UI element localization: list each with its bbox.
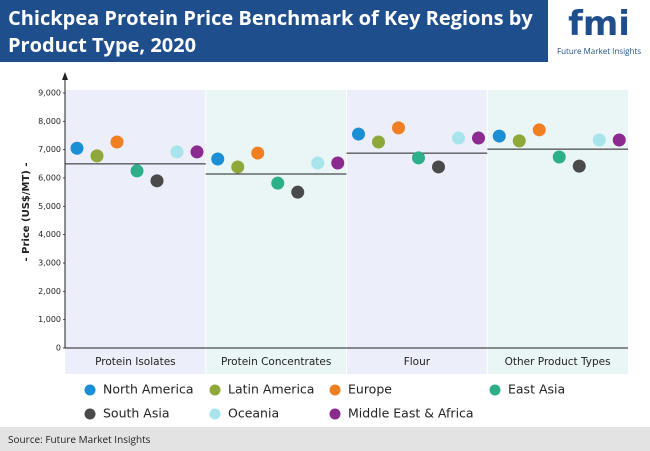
dot <box>251 146 265 160</box>
panel <box>487 90 628 348</box>
dot <box>271 176 285 190</box>
y-tick-label: 5,000 <box>38 202 61 211</box>
dot <box>90 149 104 163</box>
chart: - Price (US$/MT) - Protein Isolates Prote… <box>21 72 628 421</box>
legend-swatch <box>329 408 341 420</box>
legend-swatch <box>209 384 221 396</box>
dot <box>392 121 405 135</box>
y-tick-label: 0 <box>56 344 61 353</box>
y-tick-label: 4,000 <box>38 230 61 239</box>
logo: fmi Future Market Insights <box>548 0 650 62</box>
dot <box>130 164 144 178</box>
legend-swatch <box>84 384 96 396</box>
x-tick-label: Protein Concentrates <box>221 356 331 368</box>
y-tick-label: 2,000 <box>38 287 61 296</box>
dot <box>170 145 184 159</box>
dot <box>70 141 84 155</box>
legend-label: Middle East & Africa <box>348 406 474 421</box>
legend-label: Oceania <box>228 406 279 421</box>
y-tick-label: 3,000 <box>38 259 61 268</box>
dot <box>532 123 546 137</box>
x-tick-label: Other Product Types <box>505 356 611 368</box>
panel <box>346 90 488 348</box>
category-strip <box>346 348 488 374</box>
dot <box>352 127 365 141</box>
footer: Source: Future Market Insights <box>0 427 650 451</box>
legend-swatch <box>329 384 341 396</box>
dot <box>150 174 164 188</box>
legend-swatch <box>209 408 221 420</box>
dot <box>432 160 445 174</box>
dot <box>612 133 626 147</box>
header: Chickpea Protein Price Benchmark of Key … <box>0 0 548 62</box>
panel <box>65 90 206 348</box>
dot <box>372 135 385 149</box>
x-tick-label: Protein Isolates <box>95 356 176 368</box>
legend-label: Latin America <box>228 382 314 397</box>
y-tick-label: 9,000 <box>38 89 61 98</box>
dot <box>412 151 425 165</box>
dot <box>472 131 485 145</box>
dot <box>572 159 586 173</box>
logo-mark: fmi <box>568 4 630 44</box>
y-tick-label: 6,000 <box>38 174 61 183</box>
dot <box>311 156 325 170</box>
legend-label: South Asia <box>103 406 170 421</box>
dot <box>331 156 345 170</box>
category-strip <box>65 348 206 374</box>
panel <box>205 90 347 348</box>
y-tick-label: 7,000 <box>38 145 61 154</box>
legend-label: Europe <box>348 382 392 397</box>
x-tick-label: Flour <box>404 356 431 368</box>
dot <box>231 160 245 174</box>
y-axis-arrow <box>62 72 68 80</box>
legend-swatch <box>489 384 501 396</box>
y-axis-label: - Price (US$/MT) - <box>21 163 32 262</box>
legend-label: East Asia <box>508 382 565 397</box>
y-tick-label: 8,000 <box>38 117 61 126</box>
dot <box>552 150 566 164</box>
legend-swatch <box>84 408 96 420</box>
dot <box>492 129 506 143</box>
y-tick-label: 1,000 <box>38 315 61 324</box>
source: Source: Future Market Insights <box>8 432 151 446</box>
dot <box>291 185 305 199</box>
category-strip <box>205 348 347 374</box>
dot <box>190 145 204 159</box>
dot <box>211 152 225 166</box>
legend-label: North America <box>103 382 194 397</box>
chart-title: Chickpea Protein Price Benchmark of Key … <box>8 4 533 58</box>
logo-name: Future Market Insights <box>556 46 642 57</box>
dot <box>452 131 465 145</box>
category-strip <box>487 348 628 374</box>
dot <box>592 133 606 147</box>
dot <box>110 135 124 149</box>
dot <box>512 134 526 148</box>
